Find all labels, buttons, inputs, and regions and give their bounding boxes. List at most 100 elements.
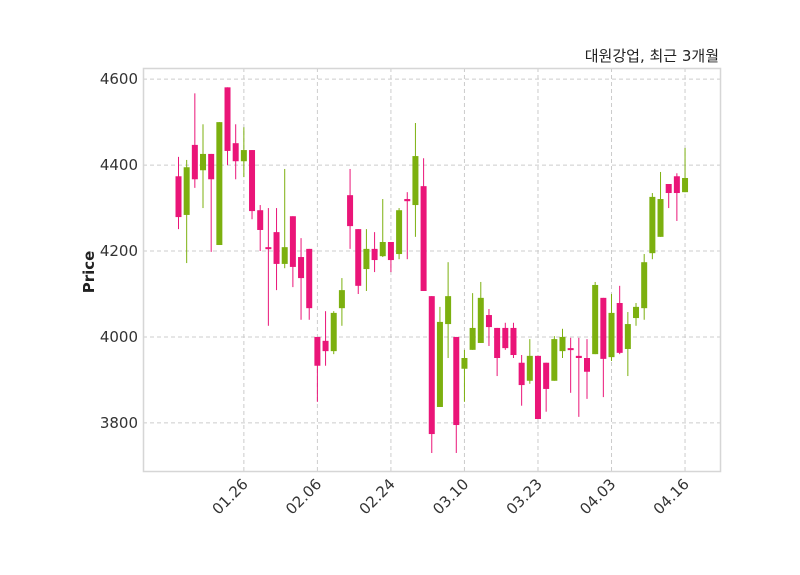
candle [249, 150, 256, 220]
candle-body [208, 153, 215, 180]
candle-body [347, 195, 354, 227]
candle [673, 173, 680, 221]
candle-body [322, 340, 329, 352]
candle [200, 124, 207, 209]
axes-frame [142, 67, 722, 473]
candle [371, 232, 378, 273]
candle-body [183, 167, 190, 215]
candle [355, 229, 362, 294]
y-tick-label: 4200 [100, 242, 138, 260]
x-ticks: 01.26 02.06 02.24 03.10 03.23 04.03 04.16 [209, 475, 693, 518]
candle-body [657, 199, 664, 237]
candle-body [477, 297, 484, 343]
candle-body [289, 216, 296, 267]
candle [314, 336, 321, 402]
candle [624, 312, 631, 377]
candle-body [355, 229, 362, 286]
candle [608, 293, 615, 362]
candle [518, 354, 525, 406]
candle-body [257, 210, 264, 230]
candle-body [363, 248, 370, 270]
candle-body [616, 303, 623, 353]
candle [477, 281, 484, 343]
candle-body [281, 247, 288, 264]
candle [559, 328, 566, 359]
candle-body [453, 336, 460, 426]
candle-body [249, 150, 256, 212]
candle-body [624, 324, 631, 349]
candle-body [641, 262, 648, 309]
candle [412, 122, 419, 237]
x-tick-label: 04.16 [650, 475, 693, 518]
y-ticks: 3800 4000 4200 4400 4600 [100, 70, 138, 432]
candle-body [306, 248, 313, 309]
candle-body [396, 210, 403, 255]
candle [575, 337, 582, 417]
candle [567, 337, 574, 393]
candle-body [665, 184, 672, 194]
candle-body [502, 327, 509, 349]
y-tick-label: 3800 [100, 414, 138, 432]
candle [584, 339, 590, 399]
candle-body [298, 257, 305, 279]
candle-body [485, 315, 492, 328]
candle-body [216, 122, 223, 246]
candle-body [371, 248, 378, 261]
candle [445, 262, 452, 359]
candle-body [461, 358, 468, 369]
candle [616, 285, 623, 355]
candle-body [338, 290, 345, 309]
candle-body [469, 327, 476, 350]
candle [289, 216, 296, 288]
candle [338, 278, 345, 326]
x-tick-label: 04.03 [576, 475, 619, 518]
candle-body [387, 242, 394, 261]
candle [265, 208, 272, 326]
candle [502, 322, 509, 350]
candle-body [584, 358, 590, 372]
candle [175, 156, 182, 230]
candle [592, 281, 599, 355]
candle [510, 322, 517, 359]
candle-body [240, 150, 247, 162]
candle [428, 296, 435, 453]
candle [682, 147, 689, 193]
candle [526, 339, 533, 384]
candle-body [273, 232, 280, 264]
candle-body [379, 242, 386, 257]
candle [232, 124, 239, 180]
candle-body [330, 312, 337, 352]
chart-title: 대원강업, 최근 3개월 [585, 47, 719, 65]
candle [404, 192, 411, 260]
candle-body [436, 321, 443, 407]
candle-body [428, 296, 435, 435]
candles [175, 87, 689, 453]
candle [485, 309, 492, 346]
candle [420, 158, 427, 291]
candle-body [232, 143, 239, 162]
candle-body [191, 144, 198, 180]
candle-body [518, 362, 525, 386]
candle [387, 242, 394, 273]
candle-body [543, 362, 550, 389]
candle [453, 336, 460, 453]
candle-body [534, 355, 541, 420]
candle-body [592, 284, 599, 355]
candle-body [224, 87, 231, 151]
y-tick-label: 4600 [100, 70, 138, 88]
candle [257, 205, 264, 252]
candle [281, 168, 288, 269]
candle [665, 184, 672, 209]
candle-body [526, 355, 533, 381]
candle [600, 297, 607, 398]
candle-body [494, 327, 501, 359]
candle [240, 127, 247, 178]
candle [641, 254, 648, 320]
candle [273, 208, 280, 291]
candle-body [445, 296, 452, 325]
candle-body [575, 355, 582, 359]
candle-body [420, 186, 427, 291]
y-tick-label: 4000 [100, 328, 138, 346]
candle [469, 293, 476, 350]
